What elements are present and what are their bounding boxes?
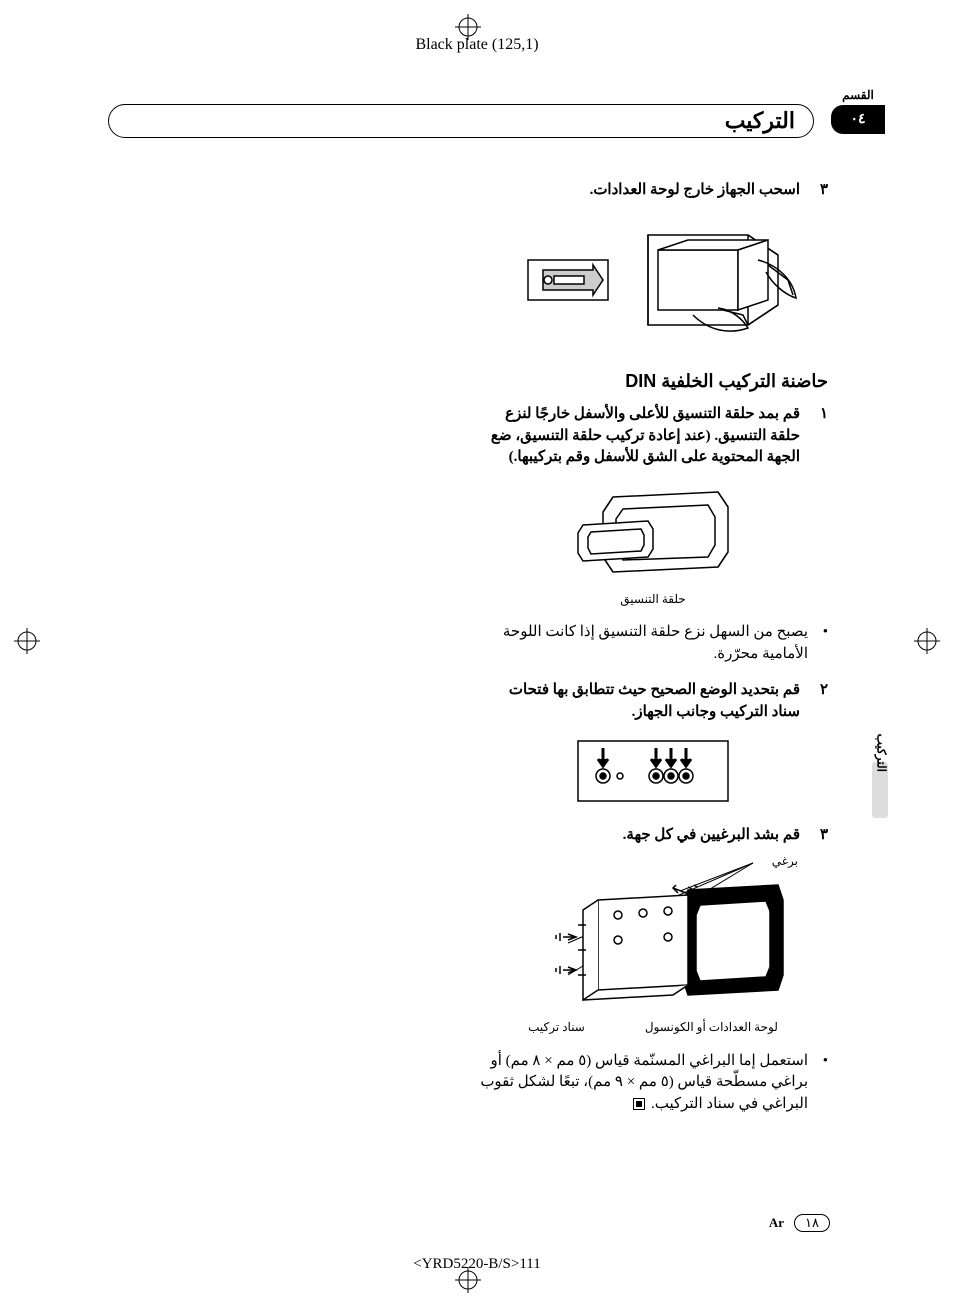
- doc-code-page: 111: [519, 1256, 540, 1272]
- din-step-1: ١ قم بمد حلقة التنسيق للأعلى والأسفل خار…: [478, 404, 828, 469]
- side-tab-label: التركيب: [873, 734, 888, 772]
- bullet-1: • يصبح من السهل نزع حلقة التنسيق إذا كان…: [478, 622, 828, 666]
- label-screw: برغي: [772, 853, 798, 870]
- mounting-holes-icon: [568, 731, 738, 811]
- bracket-assembly-icon: [508, 855, 798, 1015]
- registration-mark-icon: [914, 628, 940, 654]
- figure-trim-ring: حلقة التنسيق: [478, 477, 828, 608]
- label-dashboard: لوحة العدادات أو الكونسول: [645, 1019, 778, 1036]
- bullet-2: • استعمل إما البراغي المسنّمة قياس (٥ مم…: [478, 1051, 828, 1116]
- step-text: قم بتحديد الوضع الصحيح حيث تتطابق بها فت…: [478, 680, 800, 724]
- trim-ring-icon: [553, 477, 753, 587]
- crop-mark: [0, 58, 1, 86]
- figure-bracket: برغي: [478, 855, 828, 1036]
- figure-labels-row: لوحة العدادات أو الكونسول سناد تركيب: [478, 1019, 828, 1036]
- plate-header: Black plate (125,1): [0, 36, 954, 54]
- step-text: اسحب الجهاز خارج لوحة العدادات.: [478, 180, 800, 202]
- registration-mark-icon: [14, 628, 40, 654]
- crop-mark: [0, 0, 1, 28]
- page: Black plate (125,1) القسم ٠٤ التركيب الت…: [0, 0, 954, 1307]
- step-3-top: ٣ اسحب الجهاز خارج لوحة العدادات.: [478, 180, 828, 202]
- content-column: ٣ اسحب الجهاز خارج لوحة العدادات.: [478, 180, 828, 1130]
- bullet-text: يصبح من السهل نزع حلقة التنسيق إذا كانت …: [478, 622, 808, 666]
- step-number: ٣: [814, 825, 828, 847]
- bullet-dot-icon: •: [818, 1051, 828, 1116]
- bullet-dot-icon: •: [818, 622, 828, 666]
- end-mark-icon: [633, 1098, 645, 1110]
- crop-mark: [0, 87, 1, 115]
- page-title: التركيب: [725, 108, 795, 134]
- section-label: القسم: [828, 88, 888, 103]
- step-text: قم بمد حلقة التنسيق للأعلى والأسفل خارجً…: [478, 404, 800, 469]
- doc-code: <YRD5220-B/S>111: [0, 1256, 954, 1273]
- step-number: ٢: [814, 680, 828, 724]
- crop-mark: [0, 28, 34, 29]
- figure-holes: [478, 731, 828, 811]
- crop-mark: [0, 115, 34, 116]
- section-band: القسم ٠٤: [828, 88, 888, 134]
- crop-mark: [0, 57, 34, 58]
- figure-pull-unit: [478, 210, 828, 340]
- figure-caption: حلقة التنسيق: [478, 591, 828, 608]
- din-step-3: ٣ قم بشد البرغيين في كل جهة.: [478, 825, 828, 847]
- lang-code: Ar: [769, 1215, 784, 1231]
- label-bracket: سناد تركيب: [528, 1019, 585, 1036]
- heading-din: حاضنة التركيب الخلفية DIN: [478, 368, 828, 394]
- title-pill: التركيب: [108, 104, 814, 138]
- step-text: قم بشد البرغيين في كل جهة.: [478, 825, 800, 847]
- footer: Ar ١٨: [769, 1214, 830, 1232]
- page-number: ١٨: [794, 1214, 830, 1232]
- section-number: ٠٤: [831, 105, 885, 134]
- doc-code-prefix: <YRD5220-B/S>: [413, 1256, 519, 1272]
- crop-mark: [0, 86, 34, 87]
- step-number: ١: [814, 404, 828, 469]
- pull-unit-icon: [498, 210, 808, 340]
- din-step-2: ٢ قم بتحديد الوضع الصحيح حيث تتطابق بها …: [478, 680, 828, 724]
- step-number: ٣: [814, 180, 828, 202]
- bullet-text: استعمل إما البراغي المسنّمة قياس (٥ مم ×…: [478, 1051, 808, 1116]
